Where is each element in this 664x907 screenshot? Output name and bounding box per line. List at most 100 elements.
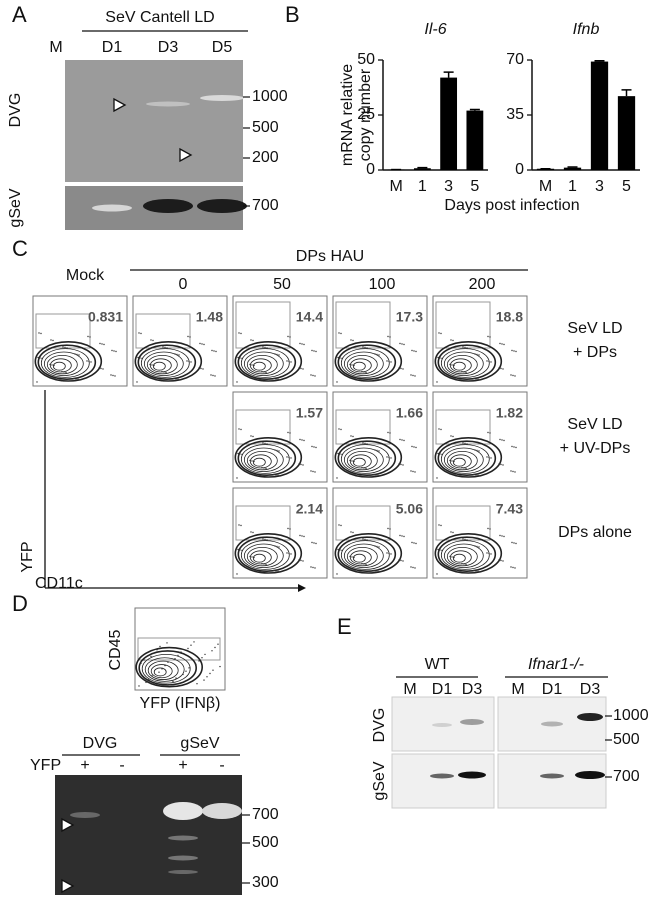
lane-label: + <box>80 757 89 774</box>
event-dot <box>211 349 213 352</box>
event-dot <box>182 673 184 676</box>
event-dot <box>303 439 305 442</box>
contour <box>437 440 497 477</box>
event-dot <box>440 524 442 527</box>
event-dot <box>502 464 504 466</box>
group-label: SeV Cantell LD <box>105 9 214 26</box>
event-dot <box>375 378 377 380</box>
event-dot <box>488 360 490 363</box>
event-dot <box>437 548 439 551</box>
event-dot <box>289 336 291 338</box>
contour <box>449 454 472 469</box>
event-dot <box>64 346 66 349</box>
event-dot <box>437 356 439 359</box>
event-dot <box>388 552 390 555</box>
event-dot <box>100 367 102 370</box>
event-dot <box>51 364 53 366</box>
event-dot <box>389 528 391 530</box>
event-dot <box>388 360 390 363</box>
event-dot <box>314 375 316 377</box>
bar <box>590 61 609 171</box>
event-dot <box>376 353 378 356</box>
event-dot <box>503 343 505 346</box>
contour <box>446 546 478 567</box>
event-dot <box>277 570 279 573</box>
event-dot <box>500 367 502 370</box>
event-dot <box>339 453 341 455</box>
event-dot <box>451 460 453 462</box>
event-dot <box>277 378 279 381</box>
contour <box>243 351 284 377</box>
contour <box>443 447 484 473</box>
event-dot <box>415 350 417 353</box>
event-dot <box>486 456 488 458</box>
contour <box>140 348 190 378</box>
row-label: SeV LD <box>567 416 622 433</box>
event-dot <box>350 435 352 437</box>
event-dot <box>373 569 375 572</box>
event-dot <box>196 683 198 685</box>
event-dot <box>193 641 195 643</box>
event-dot <box>153 652 155 654</box>
lane-label: M <box>511 681 524 698</box>
event-dot <box>276 353 278 356</box>
event-dot <box>438 428 440 430</box>
event-dot <box>438 524 440 526</box>
event-dot <box>261 466 263 469</box>
event-dot <box>151 364 153 366</box>
event-dot <box>203 679 205 681</box>
event-dot <box>288 552 290 555</box>
event-dot <box>463 563 465 565</box>
event-dot <box>251 460 253 462</box>
contour <box>249 550 272 565</box>
event-dot <box>450 339 452 341</box>
event-dot <box>113 350 115 352</box>
event-dot <box>177 378 179 381</box>
error-bar <box>567 166 578 168</box>
event-dot <box>178 354 180 356</box>
event-dot <box>151 675 153 677</box>
size-marker: 500 <box>252 119 279 136</box>
event-dot <box>174 353 176 355</box>
panel-label: C <box>12 236 28 261</box>
event-dot <box>198 367 200 369</box>
event-dot <box>373 473 375 476</box>
bar <box>563 167 582 170</box>
event-dot <box>462 442 464 444</box>
event-dot <box>373 377 375 380</box>
bar <box>413 168 431 170</box>
event-dot <box>75 378 77 380</box>
contour <box>135 646 203 688</box>
event-dot <box>336 477 338 479</box>
event-dot <box>312 566 314 569</box>
event-dot <box>78 354 80 356</box>
event-dot <box>511 541 513 544</box>
x-tick-label: 1 <box>568 178 577 195</box>
row-label: SeV LD <box>567 320 622 337</box>
event-dot <box>140 662 142 664</box>
event-dot <box>364 442 366 445</box>
event-dot <box>261 370 263 373</box>
event-dot <box>349 363 351 366</box>
event-dot <box>266 347 268 349</box>
event-dot <box>39 357 41 359</box>
event-dot <box>290 553 292 555</box>
error-bar <box>443 71 454 78</box>
event-dot <box>451 556 453 558</box>
event-dot <box>273 473 275 476</box>
gate-percentage: 7.43 <box>496 501 523 517</box>
event-dot <box>278 354 280 356</box>
event-dot <box>214 375 216 377</box>
event-dot <box>413 446 415 448</box>
event-dot <box>466 539 468 541</box>
event-dot <box>176 353 178 356</box>
event-dot <box>403 343 405 346</box>
event-dot <box>386 360 388 362</box>
event-dot <box>341 549 343 552</box>
group-label: WT <box>425 656 450 673</box>
event-dot <box>341 453 343 456</box>
event-dot <box>300 463 302 466</box>
event-dot <box>290 361 292 363</box>
gel-band <box>70 812 100 818</box>
gel <box>497 753 607 809</box>
